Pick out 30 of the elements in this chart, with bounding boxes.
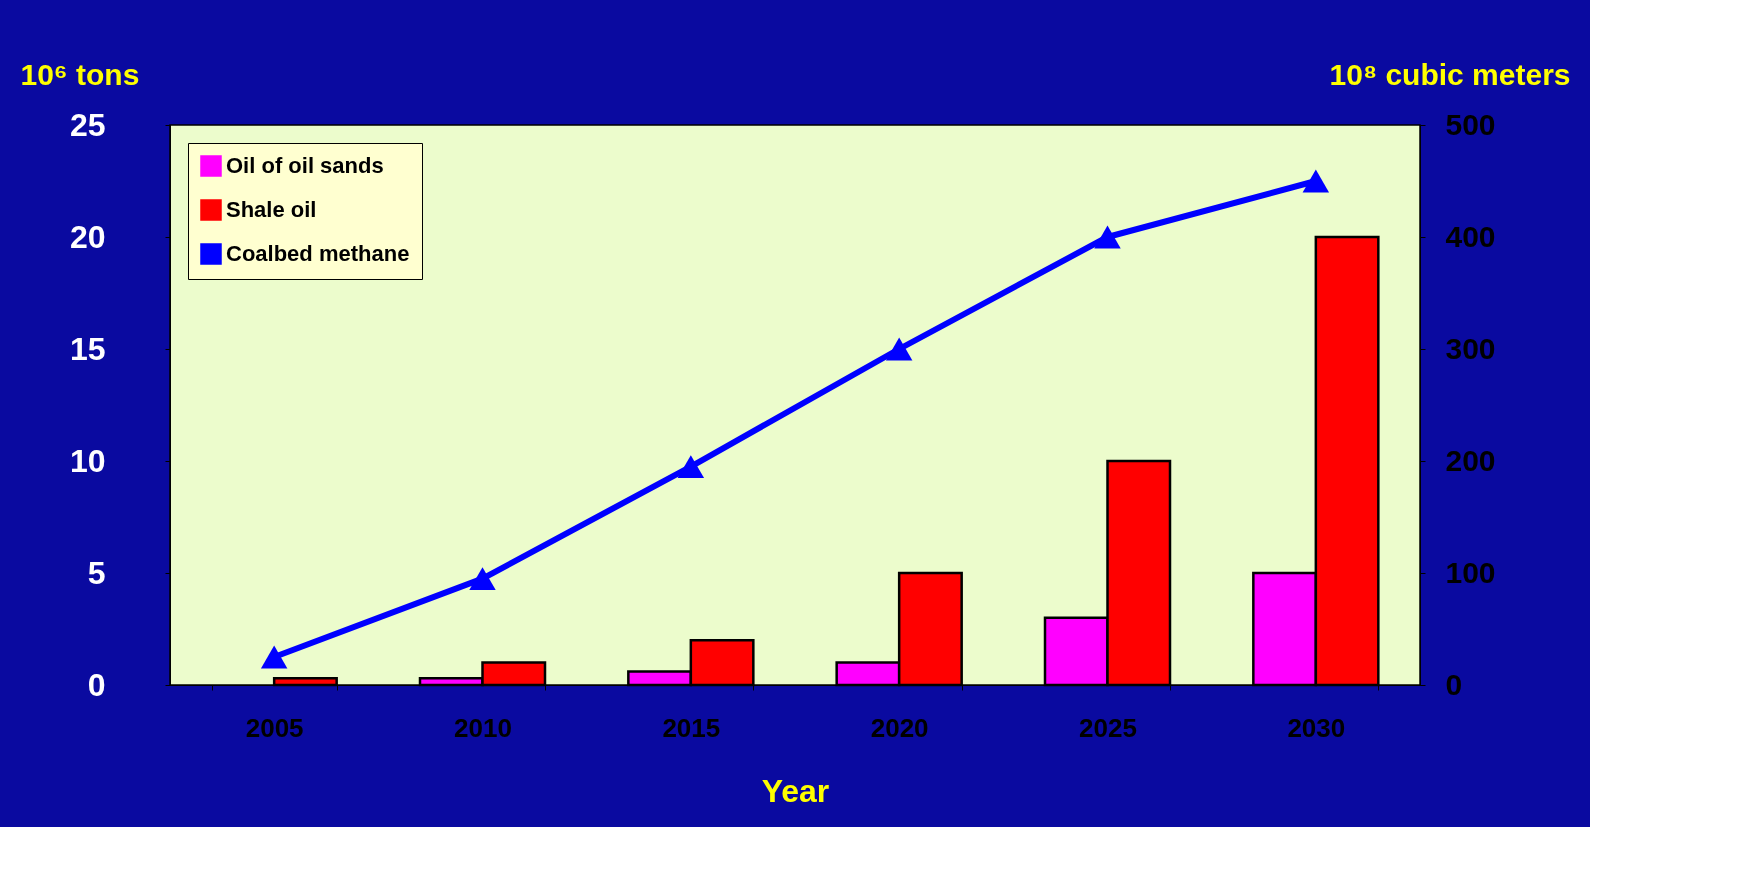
y-tick-label: 20 [69,218,106,255]
y-axis-title: 10⁶ tons [20,57,140,91]
point [260,645,288,669]
x-tick-label: 2020 [870,712,929,743]
legend-label: Coalbed methane [226,241,410,266]
y-tick-label: 10 [69,442,106,479]
y-tick-label: 15 [69,330,106,367]
x-tick-label: 2010 [454,712,512,743]
y-tick-label: 25 [69,106,106,143]
y2-tick-label: 300 [1445,331,1496,365]
x-axis-title: Year [761,772,830,809]
y2-tick-label: 400 [1445,219,1496,253]
legend-label: Shale oil [226,197,317,222]
y2-axis-title: 10⁸ cubic meters [1329,57,1571,91]
legend-label: Oil of oil sands [226,153,384,178]
y2-tick-label: 100 [1445,555,1496,589]
point [1302,169,1330,193]
point [1094,225,1121,249]
x-tick-label: 2015 [662,712,721,743]
y2-tick-label: 200 [1445,443,1496,477]
point [677,455,705,479]
x-tick-label: 2025 [1079,712,1137,743]
point [469,567,496,591]
y2-tick-label: 500 [1445,107,1496,141]
y2-tick-label: 0 [1445,667,1463,701]
x-tick-label: 2030 [1287,712,1346,743]
x-tick-label: 2005 [245,712,304,743]
y-tick-label: 0 [87,666,106,703]
y-tick-label: 5 [87,554,106,591]
point [885,337,913,361]
